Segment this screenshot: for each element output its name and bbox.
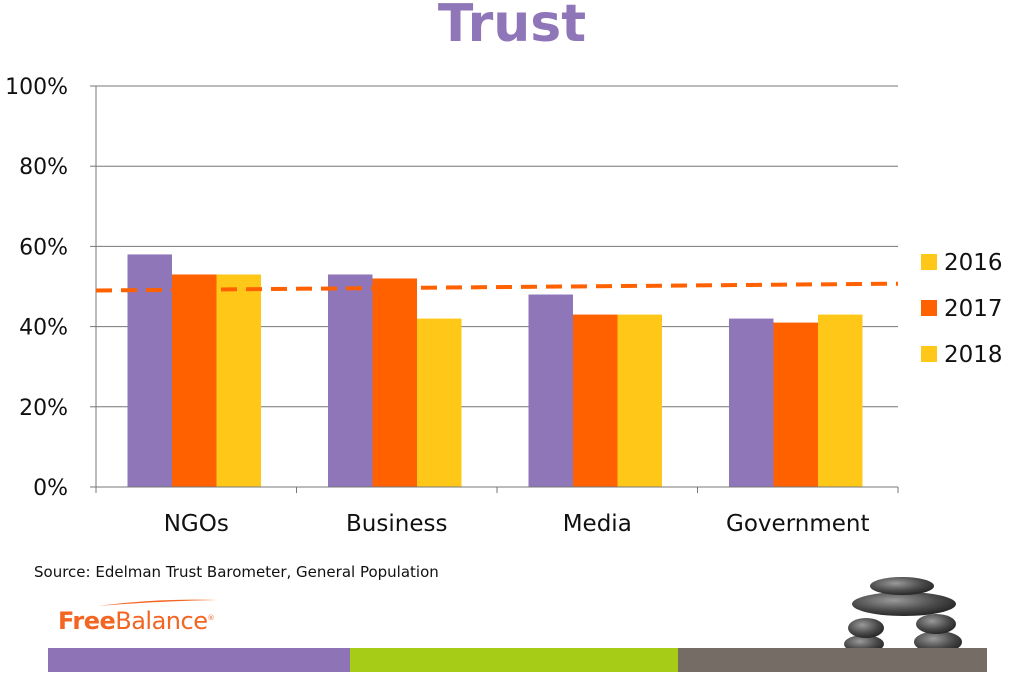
legend-label-2017: 2017 [944,296,1003,322]
x-tick-label: Business [346,511,447,537]
logo-free: Free [58,607,116,635]
bar-2017-government [773,322,818,487]
legend-swatch-2018 [921,346,937,362]
bar-2018-business [417,318,462,487]
bar-2018-government [818,314,863,487]
freebalance-logo: FreeBalance® [58,598,238,636]
bars [127,254,863,487]
y-tick-label: 0% [33,476,68,501]
bar-2016-media [528,294,573,487]
logo-wordmark: FreeBalance® [58,604,214,635]
y-tick-label: 60% [19,235,68,260]
legend-label-2016: 2016 [944,250,1003,276]
y-tick-label: 80% [19,155,68,180]
x-tick-label: Media [563,511,632,537]
y-tick-label: 100% [5,75,68,100]
bar-2017-ngos [172,274,217,487]
slide-title: Trust [437,0,587,54]
trendline-dashed [95,281,899,293]
x-tick-label: Government [726,511,869,537]
source-note: Source: Edelman Trust Barometer, General… [34,563,439,581]
x-tick-label: NGOs [164,511,229,537]
bar-2016-business [328,274,373,487]
logo-registered-mark: ® [207,614,214,622]
bar-2018-media [617,314,662,487]
legend-swatch-2017 [921,300,937,316]
footer-segment-green [350,648,678,672]
y-tick-label: 40% [19,316,68,341]
bar-2016-ngos [127,254,172,487]
bar-2017-media [573,314,618,487]
bar-chart: 0% 20% 40% 60% 80% 100% NGOs Business Media Gover… [5,75,1003,537]
footer-segment-gray [678,648,987,672]
y-tick-label: 20% [19,396,68,421]
legend: 2016 2017 2018 [921,250,1003,368]
bar-2016-government [729,318,774,487]
axes: 0% 20% 40% 60% 80% 100% NGOs Business Media Gover… [5,75,899,537]
footer-segment-purple [48,648,350,672]
trendline [95,281,899,293]
logo-balance: Balance [115,607,208,635]
logo-swoosh-icon [98,599,218,606]
stacked-stones-icon [844,577,962,653]
footer-color-bar [48,648,987,672]
bar-2017-business [372,278,417,487]
legend-swatch-2016 [921,254,937,270]
bar-2018-ngos [216,274,261,487]
legend-label-2018: 2018 [944,342,1003,368]
